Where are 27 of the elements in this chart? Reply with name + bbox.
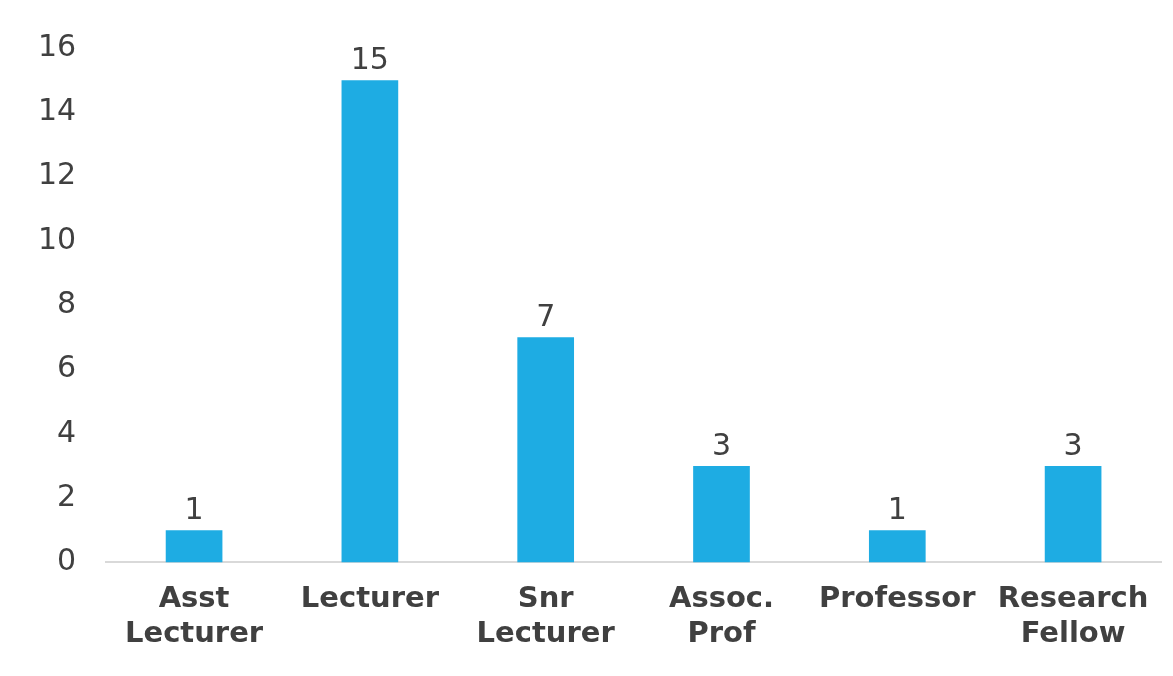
bar	[341, 80, 399, 563]
y-tick-label: 16	[37, 27, 77, 63]
bar	[517, 337, 575, 563]
x-tick-label: Professor	[819, 580, 977, 615]
y-tick-label: 2	[57, 477, 77, 513]
data-label: 1	[887, 491, 907, 527]
y-tick-label: 10	[37, 220, 77, 256]
bar	[1044, 465, 1102, 563]
bar	[868, 530, 926, 563]
y-tick-label: 6	[57, 349, 77, 385]
data-label: 7	[536, 298, 556, 334]
y-tick-label: 14	[37, 92, 77, 128]
data-label: 1	[184, 491, 204, 527]
y-tick-label: 12	[37, 156, 77, 192]
bar	[693, 465, 750, 563]
x-tick-label: Asst Lecturer	[125, 580, 264, 650]
data-label: 15	[350, 40, 389, 76]
x-tick-label: Lecturer	[300, 580, 440, 615]
x-tick-label: Research Fellow	[997, 580, 1149, 650]
x-tick-label: Snr Lecturer	[476, 580, 616, 650]
y-tick-label: 0	[57, 542, 77, 578]
y-tick-label: 8	[57, 285, 77, 320]
y-tick-label: 4	[57, 413, 77, 449]
data-label: 3	[711, 426, 732, 462]
data-label: 3	[1063, 426, 1083, 462]
x-tick-label: Assoc. Prof	[668, 580, 775, 650]
bar	[165, 530, 223, 563]
